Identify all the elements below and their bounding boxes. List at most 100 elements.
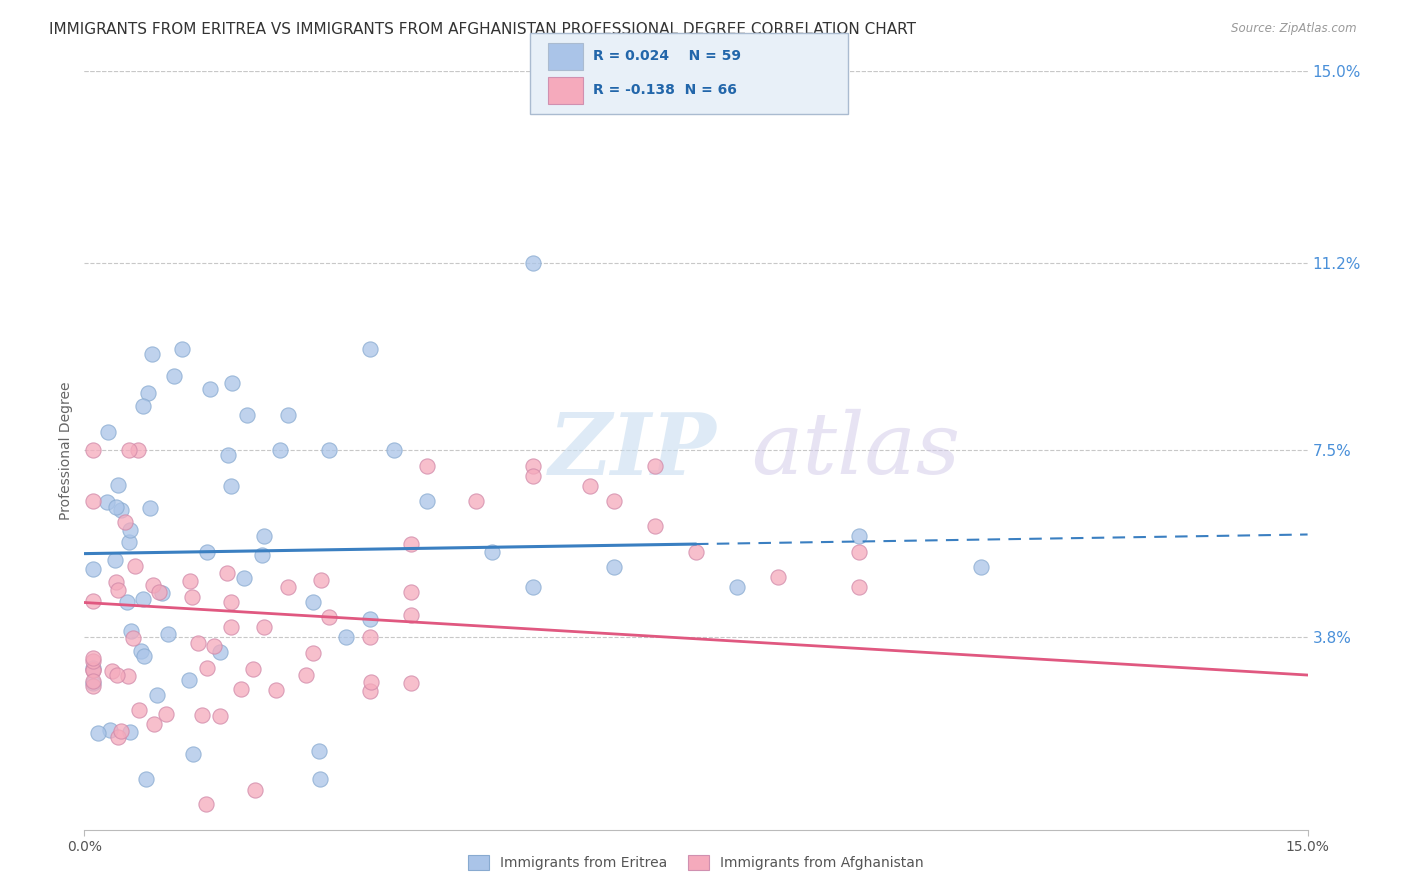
Point xyxy=(107,730,129,744)
Point xyxy=(416,458,439,473)
Point xyxy=(82,676,104,690)
Point xyxy=(848,529,870,543)
Point xyxy=(98,723,121,737)
Point xyxy=(253,620,276,634)
Point xyxy=(970,559,993,574)
Point xyxy=(335,630,357,644)
Y-axis label: Professional Degree: Professional Degree xyxy=(59,381,73,520)
Point xyxy=(399,608,422,623)
Point xyxy=(172,343,194,357)
Point xyxy=(105,668,128,682)
Text: Source: ZipAtlas.com: Source: ZipAtlas.com xyxy=(1232,22,1357,36)
Point xyxy=(269,443,291,458)
Point xyxy=(308,772,330,786)
Point xyxy=(644,519,666,533)
Point xyxy=(134,649,156,664)
Point xyxy=(644,458,666,473)
Point xyxy=(359,612,381,626)
Point xyxy=(217,448,239,462)
Point xyxy=(148,584,170,599)
Point xyxy=(163,368,186,383)
Point xyxy=(232,571,254,585)
Point xyxy=(120,624,142,638)
Point xyxy=(110,503,132,517)
Point xyxy=(101,664,124,678)
Point xyxy=(135,772,157,786)
Point xyxy=(318,610,340,624)
Text: R = -0.138  N = 66: R = -0.138 N = 66 xyxy=(593,83,737,97)
Point xyxy=(132,592,155,607)
Point xyxy=(209,645,232,659)
Point xyxy=(82,673,104,688)
Point xyxy=(146,689,169,703)
Point xyxy=(139,500,162,515)
Point xyxy=(141,346,163,360)
Point xyxy=(725,580,748,594)
Point xyxy=(209,708,232,723)
Point xyxy=(399,584,422,599)
Text: atlas: atlas xyxy=(751,409,960,491)
Point xyxy=(107,478,129,492)
Point xyxy=(156,627,179,641)
Point xyxy=(82,661,104,675)
Point xyxy=(685,544,707,558)
Point xyxy=(215,566,238,580)
Point xyxy=(522,468,544,483)
Point xyxy=(104,500,127,515)
Point xyxy=(96,494,118,508)
Point xyxy=(416,494,439,508)
Point xyxy=(301,646,323,660)
Point xyxy=(107,583,129,598)
Point xyxy=(219,595,242,609)
Point xyxy=(115,595,138,609)
Point xyxy=(82,494,104,508)
Point xyxy=(118,535,141,549)
Point xyxy=(309,574,332,588)
Point xyxy=(129,644,152,658)
Point xyxy=(187,636,209,650)
Point xyxy=(190,707,212,722)
Point xyxy=(198,382,221,396)
Point xyxy=(318,443,340,458)
Point xyxy=(150,585,173,599)
Point xyxy=(359,343,381,357)
Point xyxy=(195,544,218,558)
Point xyxy=(277,580,299,594)
Point xyxy=(464,494,486,508)
Point xyxy=(87,726,110,740)
Point xyxy=(243,783,266,797)
Point xyxy=(82,663,104,677)
Point xyxy=(128,703,150,717)
Point xyxy=(136,386,159,401)
Point xyxy=(229,682,252,697)
Point xyxy=(202,639,225,653)
Point xyxy=(236,408,259,422)
Point xyxy=(522,256,544,270)
Point xyxy=(219,620,242,634)
Point xyxy=(195,797,218,812)
Point xyxy=(481,544,503,558)
Point xyxy=(82,594,104,608)
Point xyxy=(143,716,166,731)
Point xyxy=(308,744,330,758)
Point xyxy=(301,595,323,609)
Point xyxy=(277,408,299,422)
Point xyxy=(359,684,381,698)
Point xyxy=(179,673,201,688)
Point xyxy=(114,516,136,530)
Point xyxy=(180,591,202,605)
Text: R = 0.024    N = 59: R = 0.024 N = 59 xyxy=(593,49,741,63)
Point xyxy=(221,376,243,391)
Point xyxy=(118,724,141,739)
Point xyxy=(522,458,544,473)
Point xyxy=(242,662,264,676)
Point xyxy=(82,663,104,677)
Point xyxy=(295,668,318,682)
Point xyxy=(118,523,141,537)
Point xyxy=(105,575,128,590)
Point xyxy=(848,544,870,558)
Point xyxy=(522,580,544,594)
Point xyxy=(124,558,146,573)
Point xyxy=(132,399,155,413)
Point xyxy=(399,537,422,551)
